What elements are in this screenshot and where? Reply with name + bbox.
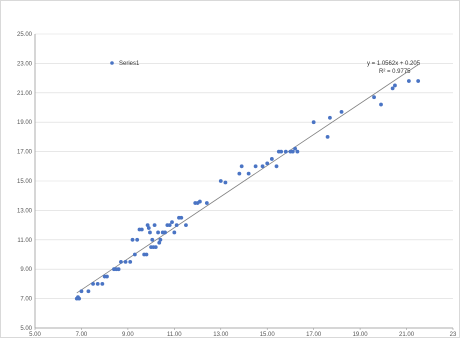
data-point — [170, 220, 174, 225]
data-point — [156, 230, 160, 235]
data-point — [179, 215, 184, 220]
data-point — [144, 252, 149, 257]
y-tick-label: 13.00 — [17, 208, 33, 214]
data-point — [260, 164, 265, 169]
data-point — [237, 171, 242, 176]
data-point — [119, 259, 123, 264]
x-tick-label: 5.00 — [29, 332, 41, 338]
data-point — [328, 115, 332, 120]
data-point — [174, 223, 179, 228]
trendline-equation: y = 1.0562x + 0.205 — [367, 61, 421, 67]
data-point — [157, 240, 162, 245]
data-point — [393, 83, 397, 88]
data-point — [100, 282, 105, 286]
data-point — [204, 201, 209, 205]
data-point — [239, 164, 244, 169]
x-tick-label: 21.00 — [399, 332, 415, 338]
y-tick-label: 15.00 — [17, 179, 33, 185]
data-point — [150, 237, 155, 242]
data-point — [153, 245, 158, 250]
data-point — [223, 180, 228, 185]
x-tick-label: 13.00 — [213, 332, 229, 338]
trendline-r-squared: R² = 0.9775 — [379, 69, 411, 75]
data-point — [123, 259, 128, 264]
y-tick-label: 25.00 — [17, 32, 33, 38]
x-tick-label: 19.00 — [353, 332, 369, 338]
data-point — [311, 120, 316, 125]
data-point — [148, 230, 152, 235]
data-point — [132, 252, 137, 257]
data-point — [184, 223, 188, 228]
data-point — [91, 282, 95, 286]
y-tick-label: 9.00 — [20, 267, 32, 273]
data-point — [139, 227, 144, 232]
trendline-annotation: y = 1.0562x + 0.205 R² = 0.9775 — [367, 61, 421, 75]
data-point — [105, 274, 109, 279]
data-point — [253, 164, 258, 169]
y-tick-label: 17.00 — [17, 150, 33, 156]
data-point — [283, 149, 288, 154]
legend: Series1 — [110, 61, 140, 67]
data-point — [116, 267, 121, 272]
trendline-group — [76, 64, 419, 294]
y-tick-label: 19.00 — [17, 120, 33, 126]
data-point — [128, 259, 133, 264]
x-tick-label: 23 — [450, 332, 457, 338]
data-point — [390, 86, 395, 91]
y-tick-label: 11.00 — [17, 238, 32, 244]
y-tick-label: 5.00 — [20, 326, 32, 332]
trendline — [76, 64, 419, 294]
data-point — [130, 237, 135, 242]
x-tick-label: 11.00 — [167, 332, 182, 338]
data-point — [274, 164, 279, 169]
data-point — [158, 237, 163, 242]
data-point — [290, 149, 295, 154]
data-point — [265, 161, 270, 166]
data-point — [95, 282, 100, 286]
data-point — [167, 223, 172, 228]
data-point — [379, 102, 383, 107]
data-points — [74, 79, 421, 301]
x-tick-label: 17.00 — [306, 332, 322, 338]
data-point — [145, 223, 150, 228]
y-tick-label: 23.00 — [17, 61, 33, 67]
data-point — [246, 171, 251, 176]
data-point — [416, 79, 421, 83]
data-point — [135, 237, 140, 242]
data-point — [172, 230, 177, 235]
axes: 5.00 7.00 9.00 11.00 13.00 15.00 17.00 19.00 21.… — [17, 32, 457, 338]
data-point — [79, 289, 84, 294]
y-tick-label: 21.00 — [17, 91, 33, 97]
data-point — [293, 146, 297, 151]
x-tick-label: 15.00 — [260, 332, 276, 338]
data-point — [197, 199, 202, 204]
data-point — [406, 79, 411, 83]
data-point — [152, 223, 157, 228]
data-point — [372, 95, 376, 100]
x-tick-label: 9.00 — [122, 332, 134, 338]
data-point — [77, 296, 82, 301]
x-tick-label: 7.00 — [76, 332, 88, 338]
data-point — [339, 110, 344, 114]
data-point — [279, 149, 284, 154]
data-point — [146, 226, 151, 230]
legend-marker — [110, 61, 114, 65]
legend-label: Series1 — [119, 61, 140, 67]
data-point — [295, 149, 300, 154]
data-point — [86, 289, 91, 294]
data-point — [269, 157, 274, 161]
data-point — [163, 230, 167, 235]
data-point — [325, 135, 330, 139]
y-tick-label: 7.00 — [20, 297, 32, 303]
data-point — [218, 179, 223, 183]
